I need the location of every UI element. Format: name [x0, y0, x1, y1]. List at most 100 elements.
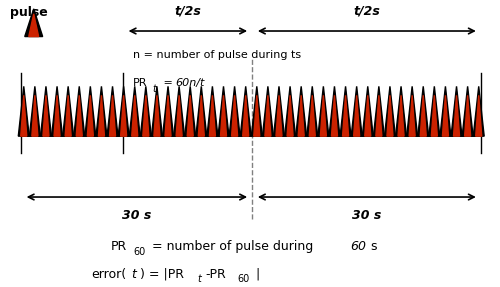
- Polygon shape: [62, 86, 74, 136]
- Polygon shape: [462, 86, 473, 136]
- Polygon shape: [85, 86, 96, 136]
- Polygon shape: [198, 95, 204, 136]
- Polygon shape: [296, 86, 306, 136]
- Polygon shape: [52, 86, 62, 136]
- Polygon shape: [320, 95, 326, 136]
- Polygon shape: [132, 95, 138, 136]
- Polygon shape: [440, 86, 451, 136]
- Polygon shape: [429, 86, 440, 136]
- Polygon shape: [120, 95, 126, 136]
- Text: 60n/t: 60n/t: [176, 78, 205, 88]
- Polygon shape: [406, 86, 418, 136]
- Text: PR: PR: [133, 78, 148, 88]
- Polygon shape: [40, 86, 52, 136]
- Polygon shape: [464, 95, 470, 136]
- Polygon shape: [340, 86, 351, 136]
- Polygon shape: [107, 86, 118, 136]
- Polygon shape: [18, 86, 29, 136]
- Polygon shape: [130, 86, 140, 136]
- Text: ) = |PR: ) = |PR: [140, 267, 184, 281]
- Polygon shape: [354, 95, 360, 136]
- Text: PR: PR: [111, 240, 127, 253]
- Text: =: =: [160, 78, 176, 88]
- Polygon shape: [362, 86, 373, 136]
- Polygon shape: [232, 95, 237, 136]
- Polygon shape: [176, 95, 182, 136]
- Polygon shape: [329, 86, 340, 136]
- Polygon shape: [184, 86, 196, 136]
- Polygon shape: [454, 95, 460, 136]
- Text: t/2s: t/2s: [174, 4, 202, 17]
- Polygon shape: [242, 95, 248, 136]
- Polygon shape: [418, 86, 428, 136]
- Polygon shape: [152, 86, 162, 136]
- Text: 60: 60: [238, 274, 250, 284]
- Polygon shape: [310, 95, 316, 136]
- Polygon shape: [240, 86, 251, 136]
- Text: t: t: [132, 267, 136, 281]
- Polygon shape: [140, 86, 151, 136]
- Polygon shape: [451, 86, 462, 136]
- Polygon shape: [265, 95, 271, 136]
- Polygon shape: [76, 95, 82, 136]
- Text: 60: 60: [134, 247, 146, 257]
- Polygon shape: [29, 14, 38, 36]
- Text: -PR: -PR: [206, 267, 226, 281]
- Polygon shape: [54, 95, 60, 136]
- Polygon shape: [254, 95, 260, 136]
- Polygon shape: [98, 95, 104, 136]
- Polygon shape: [432, 95, 438, 136]
- Polygon shape: [420, 95, 426, 136]
- Text: = number of pulse during: = number of pulse during: [148, 240, 314, 253]
- Polygon shape: [32, 95, 38, 136]
- Text: n = number of pulse during ts: n = number of pulse during ts: [133, 51, 302, 60]
- Polygon shape: [65, 95, 71, 136]
- Polygon shape: [442, 95, 448, 136]
- Polygon shape: [165, 95, 171, 136]
- Polygon shape: [384, 86, 396, 136]
- Polygon shape: [218, 86, 229, 136]
- Polygon shape: [298, 95, 304, 136]
- Polygon shape: [276, 95, 282, 136]
- Polygon shape: [43, 95, 49, 136]
- Polygon shape: [143, 95, 149, 136]
- Polygon shape: [74, 86, 85, 136]
- Polygon shape: [307, 86, 318, 136]
- Polygon shape: [252, 86, 262, 136]
- Polygon shape: [387, 95, 393, 136]
- Polygon shape: [229, 86, 240, 136]
- Polygon shape: [342, 95, 348, 136]
- Polygon shape: [376, 95, 382, 136]
- Polygon shape: [476, 95, 482, 136]
- Polygon shape: [287, 95, 293, 136]
- Polygon shape: [207, 86, 218, 136]
- Polygon shape: [96, 86, 107, 136]
- Polygon shape: [118, 86, 129, 136]
- Polygon shape: [274, 86, 284, 136]
- Polygon shape: [154, 95, 160, 136]
- Text: 30 s: 30 s: [352, 210, 382, 222]
- Polygon shape: [332, 95, 338, 136]
- Polygon shape: [396, 86, 406, 136]
- Text: t: t: [198, 274, 202, 284]
- Text: t/2s: t/2s: [354, 4, 380, 17]
- Polygon shape: [318, 86, 329, 136]
- Polygon shape: [398, 95, 404, 136]
- Text: t: t: [152, 84, 156, 94]
- Polygon shape: [262, 86, 274, 136]
- Polygon shape: [196, 86, 207, 136]
- Polygon shape: [374, 86, 384, 136]
- Polygon shape: [187, 95, 193, 136]
- Polygon shape: [25, 9, 42, 36]
- Polygon shape: [284, 86, 296, 136]
- Polygon shape: [210, 95, 216, 136]
- Text: 30 s: 30 s: [122, 210, 152, 222]
- Polygon shape: [110, 95, 116, 136]
- Text: pulse: pulse: [10, 6, 48, 19]
- Text: error(: error(: [91, 267, 126, 281]
- Polygon shape: [88, 95, 94, 136]
- Polygon shape: [351, 86, 362, 136]
- Text: |: |: [255, 267, 259, 281]
- Polygon shape: [364, 95, 371, 136]
- Polygon shape: [21, 95, 27, 136]
